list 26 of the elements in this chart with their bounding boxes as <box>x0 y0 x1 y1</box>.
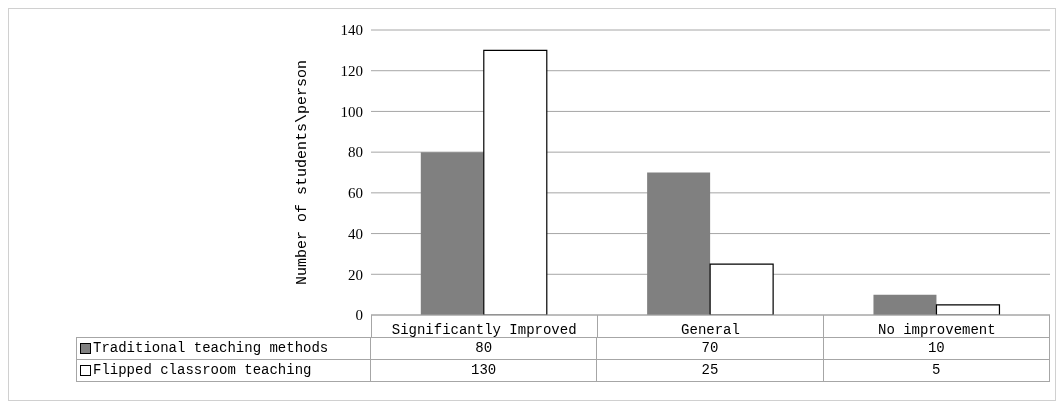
y-tick-label: 40 <box>348 225 363 242</box>
y-tick-label: 20 <box>348 266 363 283</box>
bar <box>935 304 1001 315</box>
y-tick-label: 0 <box>355 307 363 324</box>
data-label: 5 <box>823 360 1050 381</box>
y-tick-label: 60 <box>348 185 363 202</box>
data-label: 10 <box>823 338 1050 359</box>
bar <box>647 172 711 315</box>
bar <box>873 294 937 315</box>
x-tick-label: Significantly Improved <box>391 322 577 338</box>
bar <box>420 152 484 315</box>
data-label: 70 <box>597 338 824 359</box>
bar <box>483 49 548 315</box>
y-tick-label: 140 <box>340 22 363 39</box>
data-label: 25 <box>597 360 824 381</box>
y-tick-label: 100 <box>340 103 363 120</box>
legend-label: Traditional teaching methods <box>93 339 329 358</box>
y-tick-label: 120 <box>340 63 363 80</box>
bar <box>709 263 774 315</box>
y-tick-label: 80 <box>348 144 363 161</box>
x-tick-label: General <box>681 322 740 338</box>
x-tick-label: No improvement <box>878 322 996 338</box>
data-label: 80 <box>371 338 598 359</box>
legend-label: Flipped classroom teaching <box>93 361 312 380</box>
data-label: 130 <box>371 360 598 381</box>
y-axis-title: Number of students\person <box>294 59 312 286</box>
